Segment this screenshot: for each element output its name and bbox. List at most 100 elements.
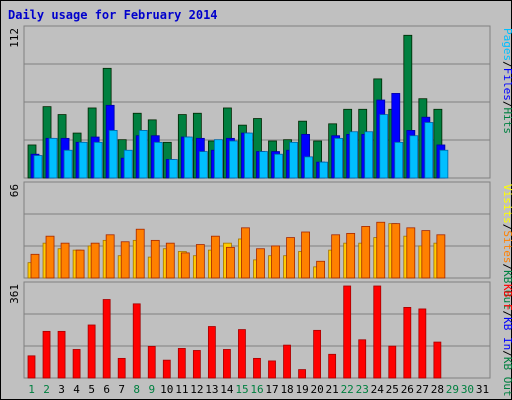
x-tick-day-18: 18 [280, 383, 293, 396]
x-axis-day-labels: 1 2 3 4 5 6 7 8 9 10 11 12 13 14 15 16 17 18 19 20 21 22 23 24 2… [28, 383, 489, 396]
bar-pages-day-21 [334, 137, 344, 179]
bar-sites-day-22 [346, 232, 356, 279]
bar-kb-f-day-9 [147, 345, 156, 379]
bar-kb-f-day-6 [102, 299, 111, 379]
legend-separator: / [501, 311, 512, 318]
legend-kb-in: KB In [501, 317, 512, 350]
bar-sites-day-14 [226, 246, 235, 279]
x-tick-day-9: 9 [148, 383, 155, 396]
x-tick-day-29: 29 [446, 383, 459, 396]
bar-kb-f-day-8 [132, 303, 141, 379]
bar-kb-f-day-17 [268, 360, 276, 379]
x-tick-day-16: 16 [250, 383, 263, 396]
bar-kb-f-day-16 [253, 357, 261, 379]
bar-pages-day-2 [48, 137, 58, 179]
bar-sites-day-6 [105, 234, 115, 279]
x-tick-day-28: 28 [431, 383, 444, 396]
panel-2: 66 Visits/Sites/KB Out [8, 181, 512, 310]
bar-sites-day-12 [195, 244, 205, 279]
bar-pages-day-3 [63, 149, 73, 179]
bar-pages-day-22 [349, 131, 359, 179]
bar-sites-day-25 [391, 223, 401, 279]
bar-kb-f-day-4 [72, 349, 81, 379]
x-tick-day-2: 2 [43, 383, 50, 396]
bar-pages-day-13 [213, 139, 223, 179]
bar-pages-day-15 [244, 132, 253, 179]
bar-pages-day-27 [424, 122, 434, 179]
bar-pages-day-9 [153, 141, 163, 179]
legend-hits: Hits [501, 108, 512, 135]
bar-kb-f-day-19 [298, 369, 306, 379]
bar-kb-f-day-24 [373, 285, 382, 379]
x-tick-day-26: 26 [401, 383, 414, 396]
bar-kb-f-day-14 [223, 349, 231, 379]
bar-pages-day-17 [274, 153, 283, 179]
bar-sites-day-7 [120, 241, 130, 279]
legend-kb-out: KB Out [501, 357, 512, 397]
bar-kb-f-day-12 [192, 350, 201, 379]
bar-kb-f-day-1 [27, 355, 36, 379]
bar-sites-day-16 [256, 248, 265, 279]
x-tick-day-21: 21 [326, 383, 339, 396]
bar-kb-f-day-15 [238, 329, 246, 379]
x-tick-day-15: 15 [235, 383, 248, 396]
legend-separator: / [501, 61, 512, 68]
bar-pages-day-25 [394, 141, 404, 179]
bar-sites-day-15 [241, 227, 250, 279]
legend-pages: Pages [501, 28, 512, 61]
bar-kb-f-day-25 [388, 345, 397, 379]
bar-kb-f-day-13 [207, 326, 216, 379]
bar-kb-f-day-11 [177, 348, 186, 379]
bar-kb-f-day-26 [403, 307, 412, 379]
x-tick-day-27: 27 [416, 383, 429, 396]
x-tick-day-31: 31 [476, 383, 489, 396]
bar-sites-day-9 [150, 239, 160, 279]
bar-pages-day-26 [409, 135, 419, 179]
legend-separator: / [501, 101, 512, 108]
x-tick-day-10: 10 [160, 383, 173, 396]
bar-sites-day-23 [361, 226, 371, 279]
bar-kb-f-day-5 [87, 324, 96, 379]
bar-kb-f-day-28 [433, 341, 442, 379]
bar-sites-day-28 [436, 234, 446, 279]
bar-sites-day-8 [135, 228, 145, 279]
bar-kb-f-day-23 [358, 339, 367, 379]
x-tick-day-22: 22 [341, 383, 354, 396]
bar-sites-day-11 [180, 252, 190, 279]
bar-kb-f-day-18 [283, 344, 291, 379]
bar-sites-day-19 [301, 231, 310, 279]
bar-sites-day-2 [45, 235, 55, 279]
bar-sites-day-20 [316, 260, 326, 279]
y-max-label: 66 [8, 184, 21, 197]
bar-pages-day-14 [229, 140, 238, 179]
x-tick-day-24: 24 [371, 383, 385, 396]
bar-kb-f-day-7 [117, 357, 126, 379]
x-tick-day-14: 14 [220, 383, 234, 396]
bar-pages-day-24 [379, 114, 389, 179]
bar-kb-f-day-22 [343, 285, 352, 379]
bar-kb-f-day-3 [57, 330, 66, 379]
x-tick-day-7: 7 [118, 383, 125, 396]
x-tick-day-5: 5 [88, 383, 95, 396]
series-legend: Visits/Sites/KB Out [501, 184, 512, 310]
bar-sites-day-18 [286, 237, 295, 279]
legend-visits: Visits [501, 184, 512, 224]
bar-pages-day-8 [138, 130, 148, 179]
bar-sites-day-21 [331, 234, 341, 279]
x-tick-day-23: 23 [356, 383, 369, 396]
bar-sites-day-26 [406, 227, 416, 279]
legend-kb-f: KB F [501, 284, 512, 311]
bar-sites-day-27 [421, 230, 431, 279]
bar-kb-f-day-21 [328, 353, 337, 379]
bar-pages-day-1 [33, 155, 43, 179]
x-tick-day-11: 11 [175, 383, 188, 396]
series-legend: KB F/KB In/KB Out [501, 284, 512, 397]
bar-sites-day-10 [165, 242, 175, 279]
x-tick-day-19: 19 [295, 383, 308, 396]
bar-pages-day-5 [93, 141, 103, 179]
x-tick-day-3: 3 [58, 383, 65, 396]
x-tick-day-13: 13 [205, 383, 218, 396]
